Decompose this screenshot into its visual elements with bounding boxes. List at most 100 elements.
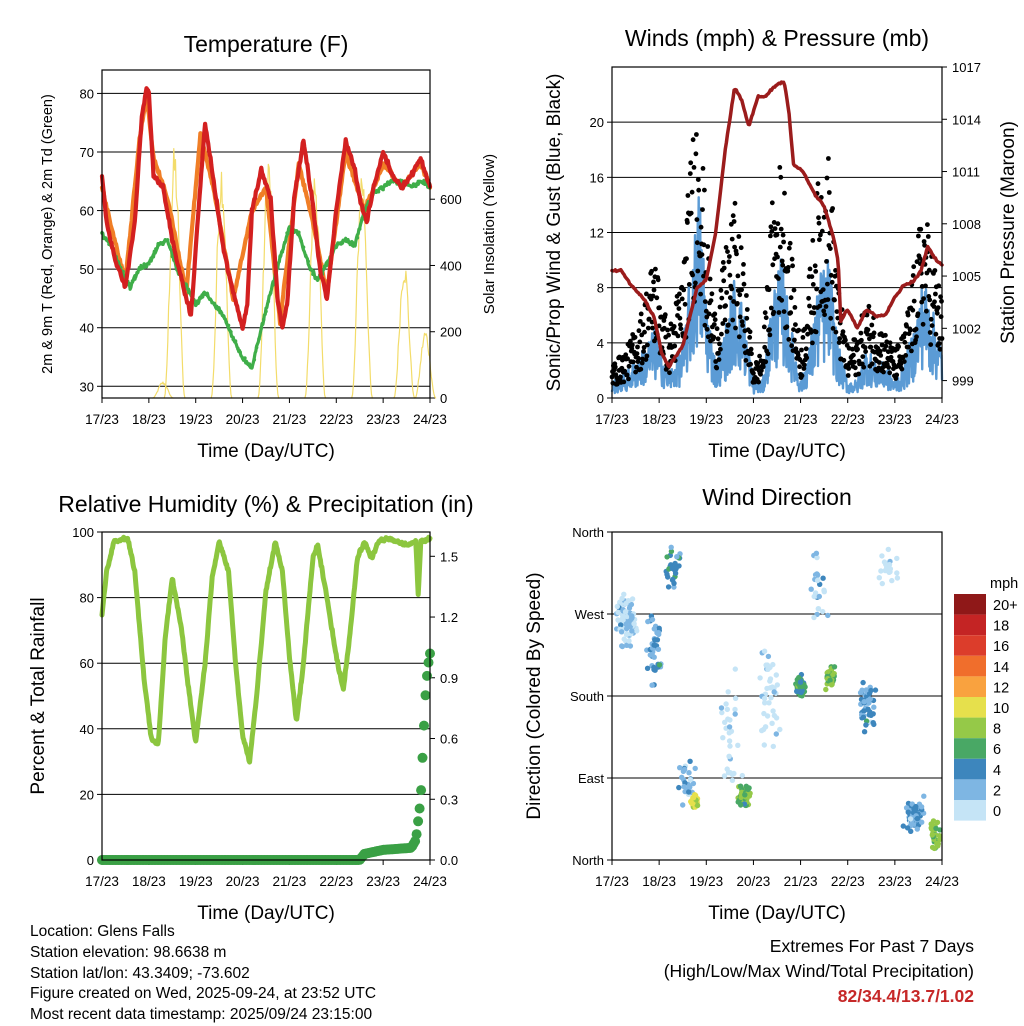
wind-gust-point bbox=[659, 314, 664, 320]
wind-gust-point bbox=[916, 233, 921, 239]
wind-direction-point bbox=[828, 682, 835, 688]
wind-gust-point bbox=[824, 175, 830, 181]
wind-gust-point bbox=[809, 274, 815, 279]
wind-gust-point bbox=[827, 246, 833, 252]
wind-gust-point bbox=[815, 181, 821, 187]
wind-direction-point bbox=[867, 696, 873, 702]
wind-gust-point bbox=[651, 287, 657, 293]
dewpoint-point bbox=[266, 299, 271, 304]
wind-direction-point bbox=[686, 770, 692, 776]
dewpoint-point bbox=[161, 242, 165, 246]
wind-direction-point bbox=[882, 567, 888, 574]
legend-label: 20+ bbox=[993, 598, 1018, 614]
y-tick-label: 100 bbox=[72, 525, 94, 540]
wind-gust-point bbox=[726, 259, 732, 265]
wind-gust-point bbox=[883, 343, 889, 349]
wind-direction-point bbox=[761, 742, 767, 748]
legend-label: 4 bbox=[993, 763, 1001, 779]
wind-gust-point bbox=[768, 305, 774, 311]
latlon-text: Station lat/lon: 43.3409; -73.602 bbox=[30, 964, 250, 982]
wind-gust-point bbox=[887, 370, 893, 376]
wind-direction-point bbox=[889, 577, 895, 584]
x-tick-label: 23/23 bbox=[878, 412, 912, 427]
wind-gust-point bbox=[748, 346, 754, 352]
dewpoint-point bbox=[360, 217, 364, 222]
wind-direction-point bbox=[773, 715, 780, 721]
wind-direction-point bbox=[689, 801, 696, 807]
wind-gust-point bbox=[841, 357, 847, 363]
x-axis-label: Time (Day/UTC) bbox=[708, 441, 846, 462]
x-tick-label: 17/23 bbox=[85, 412, 119, 427]
wind-gust-point bbox=[694, 217, 700, 223]
wind-gust-point bbox=[641, 349, 646, 354]
wind-direction-point bbox=[907, 816, 914, 822]
wind-direction-point bbox=[672, 560, 678, 567]
solar-insolation-series bbox=[257, 163, 280, 399]
wind-gust-point bbox=[868, 344, 874, 350]
wind-direction-point bbox=[815, 606, 822, 612]
wind-gust-point bbox=[904, 323, 909, 329]
y-right-tick-label: 999 bbox=[952, 374, 974, 389]
wind-gust-point bbox=[762, 344, 768, 350]
wind-gust-point bbox=[921, 296, 926, 301]
wind-gust-point bbox=[830, 326, 836, 331]
x-tick-label: 21/23 bbox=[273, 874, 307, 889]
y-right-tick-label: 200 bbox=[440, 325, 462, 340]
wind-gust-point bbox=[638, 366, 644, 372]
wind-gust-point bbox=[866, 303, 872, 309]
wind-direction-point bbox=[669, 565, 675, 572]
wind-direction-point bbox=[770, 708, 776, 714]
wind-direction-point bbox=[760, 726, 767, 733]
wind-direction-point bbox=[859, 687, 865, 693]
wind-gust-point bbox=[902, 331, 908, 337]
wind-gust-point bbox=[924, 308, 929, 314]
dewpoint-point bbox=[264, 309, 268, 314]
wind-gust-point bbox=[771, 220, 777, 225]
y-tick-label: 20 bbox=[590, 115, 604, 130]
wind-gust-point bbox=[769, 200, 775, 206]
wind-direction-point bbox=[615, 617, 621, 623]
wind-gust-point bbox=[765, 351, 771, 357]
panel-title: Temperature (F) bbox=[184, 31, 349, 57]
wind-direction-point bbox=[820, 575, 826, 581]
wind-direction-point bbox=[931, 845, 937, 852]
wind-gust-point bbox=[837, 336, 843, 341]
dewpoint-point bbox=[322, 264, 327, 269]
wind-gust-point bbox=[715, 336, 721, 342]
wind-gust-point bbox=[739, 319, 745, 325]
wind-gust-point bbox=[804, 355, 810, 361]
wind-gust-point bbox=[869, 322, 875, 328]
wind-gust-point bbox=[671, 324, 677, 329]
wind-gust-point bbox=[833, 268, 838, 273]
wind-direction-point bbox=[618, 629, 625, 635]
y-axis-label: Percent & Total Rainfall bbox=[28, 597, 49, 794]
wind-gust-point bbox=[886, 365, 892, 370]
wind-gust-point bbox=[687, 171, 693, 177]
dewpoint-point bbox=[355, 235, 360, 240]
wind-direction-point bbox=[619, 643, 625, 649]
legend-swatch bbox=[954, 614, 986, 636]
wind-gust-point bbox=[910, 307, 916, 313]
y-axis-label: 2m & 9m T (Red, Orange) & 2m Td (Green) bbox=[40, 94, 56, 374]
y-tick-label: 70 bbox=[80, 145, 94, 160]
wind-gust-point bbox=[672, 343, 678, 349]
wind-gust-point bbox=[738, 245, 744, 251]
wind-gust-point bbox=[762, 310, 768, 316]
wind-gust-point bbox=[776, 276, 781, 281]
x-tick-label: 23/23 bbox=[366, 412, 400, 427]
wind-gust-point bbox=[914, 334, 919, 340]
dewpoint-point bbox=[210, 300, 214, 305]
legend-label: 16 bbox=[993, 639, 1009, 655]
wind-gust-point bbox=[742, 343, 747, 349]
legend-swatch bbox=[954, 800, 986, 821]
extremes-values: 82/34.4/13.7/1.02 bbox=[837, 986, 974, 1006]
wind-gust-point bbox=[776, 310, 782, 315]
y-axis-label-right: Solar Insolation (Yellow) bbox=[481, 154, 498, 314]
wind-gust-point bbox=[807, 266, 813, 272]
wind-direction-point bbox=[652, 637, 658, 643]
wind-gust-point bbox=[701, 273, 706, 279]
dewpoint-point bbox=[233, 339, 238, 343]
wind-direction-point bbox=[894, 555, 900, 562]
x-tick-label: 24/23 bbox=[925, 412, 959, 427]
